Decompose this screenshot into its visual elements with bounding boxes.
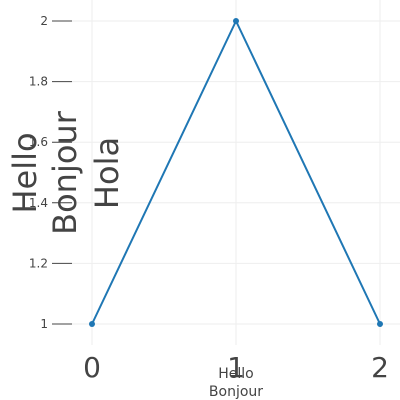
y-tick-label-5: 2 — [40, 14, 48, 28]
y-tick-label-2: 1.4 — [29, 196, 48, 210]
y-tick-labels: 1 1.2 1.4 1.6 1.8 2 — [29, 14, 48, 331]
y-tick-label-4: 1.8 — [29, 75, 48, 89]
y-tick-label-0: 1 — [40, 317, 48, 331]
x-axis-label: Hello Bonjour — [209, 366, 263, 400]
y-axis-label-line-1: Hello — [6, 132, 44, 213]
data-point-1 — [233, 18, 239, 24]
y-tick-label-3: 1.6 — [29, 135, 48, 149]
x-tick-label-2: 2 — [371, 351, 389, 384]
data-point-2 — [377, 321, 383, 327]
series-layer — [89, 18, 383, 327]
y-tick-label-1: 1.2 — [29, 256, 48, 270]
x-tick-label-0: 0 — [83, 351, 101, 384]
x-tick-label-1: 1 — [227, 351, 245, 384]
y-axis-label-line-2: Bonjour — [46, 110, 84, 235]
data-point-0 — [89, 321, 95, 327]
y-axis-label: Hello Bonjour Hola — [6, 110, 126, 235]
y-axis-label-line-3: Hola — [88, 137, 126, 209]
x-axis-label-line-1: Hello — [218, 366, 254, 382]
x-tick-labels: 0 1 2 — [83, 351, 389, 384]
x-axis-label-line-2: Bonjour — [209, 384, 263, 400]
y-tick-marks — [52, 20, 72, 325]
